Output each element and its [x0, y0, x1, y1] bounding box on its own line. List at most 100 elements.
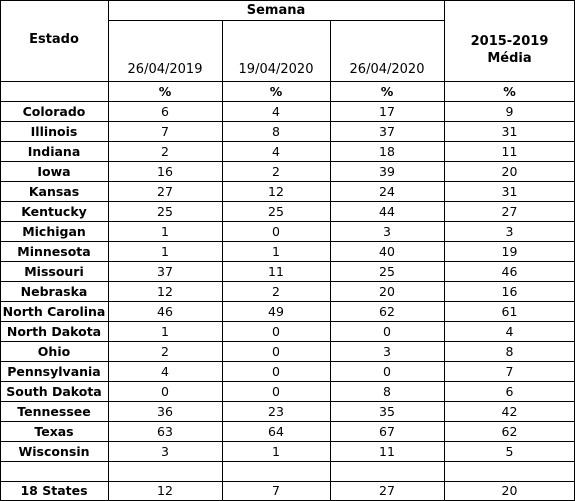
grid-line [0, 181, 575, 182]
state-name: Kentucky [21, 203, 87, 219]
table-cell-value: 8 [383, 383, 391, 399]
table-cell-value: 6 [161, 103, 169, 119]
table-cell-value: 17 [379, 103, 395, 119]
table-cell-value: 2 [161, 343, 169, 359]
state-name: North Carolina [2, 303, 106, 319]
table-cell-value: 12 [268, 183, 284, 199]
grid-line [0, 361, 575, 362]
grid-line [108, 0, 109, 501]
table-cell-value: 40 [379, 243, 395, 259]
grid-line [0, 441, 575, 442]
table-cell-value: 11 [501, 143, 518, 159]
table-cell-value: 25 [157, 203, 173, 219]
grid-line [0, 161, 575, 162]
table-cell-value: 3 [383, 223, 391, 239]
table-cell-value: 3 [383, 343, 391, 359]
state-name: Iowa [37, 163, 71, 179]
grid-line [330, 20, 331, 501]
table-cell-value: 7 [505, 363, 514, 379]
table-cell-value: 0 [272, 363, 280, 379]
date-column-header: 26/04/2020 [349, 62, 425, 77]
average-header-years: 2015-2019 [470, 34, 549, 49]
table-cell-value: 46 [157, 303, 173, 319]
grid-line [0, 121, 575, 122]
total-row-value: 12 [157, 483, 173, 498]
average-header-label: Média [487, 51, 532, 66]
state-name: Wisconsin [18, 443, 90, 459]
table-cell-value: 8 [272, 123, 280, 139]
table-cell-value: 4 [505, 323, 514, 339]
table-cell-value: 62 [379, 303, 395, 319]
grid-line [0, 141, 575, 142]
table-cell-value: 2 [272, 163, 280, 179]
table-cell-value: 27 [501, 203, 518, 219]
grid-line [0, 381, 575, 382]
state-name: South Dakota [6, 383, 102, 399]
state-name: Minnesota [17, 243, 91, 259]
grid-line [0, 321, 575, 322]
table-cell-value: 0 [272, 223, 280, 239]
state-name: Nebraska [20, 283, 88, 299]
table-cell-value: 0 [161, 383, 169, 399]
table-cell-value: 6 [505, 383, 514, 399]
table-cell-value: 49 [268, 303, 284, 319]
total-row-value: 7 [272, 483, 280, 498]
table-cell-value: 12 [157, 283, 173, 299]
average-column-header: 2015-2019 Média [444, 0, 575, 81]
state-name: North Dakota [6, 323, 102, 339]
grid-line [0, 201, 575, 202]
table-cell-value: 24 [379, 183, 395, 199]
grid-line [0, 301, 575, 302]
table-cell-value: 64 [268, 423, 284, 439]
state-name: Indiana [27, 143, 81, 159]
total-row-value: 20 [501, 483, 518, 498]
table-cell-value: 11 [268, 263, 284, 279]
grid-line [0, 241, 575, 242]
table-cell-value: 1 [272, 243, 280, 259]
table-cell-value: 18 [379, 143, 395, 159]
table-cell-value: 36 [157, 403, 173, 419]
state-name: Missouri [24, 263, 84, 279]
table-cell-value: 39 [379, 163, 395, 179]
grid-line [0, 101, 575, 102]
table-cell-value: 44 [379, 203, 395, 219]
grid-line [0, 481, 575, 482]
table-cell-value: 20 [501, 163, 518, 179]
unit-label: % [380, 83, 394, 99]
grid-line [108, 20, 444, 21]
table-cell-value: 16 [501, 283, 518, 299]
state-name: Texas [34, 423, 74, 439]
table-cell-value: 0 [272, 383, 280, 399]
grid-line [0, 0, 575, 1]
grid-line [444, 0, 445, 501]
table-cell-value: 1 [161, 243, 169, 259]
state-name: Tennessee [17, 403, 91, 419]
table-cell-value: 0 [383, 323, 391, 339]
grid-line [0, 401, 575, 402]
table-cell-value: 1 [161, 223, 169, 239]
state-name: Pennsylvania [7, 363, 101, 379]
grid-line [0, 421, 575, 422]
table-cell-value: 4 [272, 103, 280, 119]
table-cell-value: 7 [161, 123, 169, 139]
total-row-label: 18 States [20, 483, 88, 498]
table-cell-value: 46 [501, 263, 518, 279]
state-column-header: Estado [29, 32, 79, 47]
state-name: Michigan [22, 223, 86, 239]
table-cell-value: 67 [379, 423, 395, 439]
table-cell-value: 31 [501, 183, 518, 199]
grid-line [0, 81, 575, 82]
unit-label: % [503, 83, 516, 99]
table-cell-value: 19 [501, 243, 518, 259]
table-cell-value: 25 [379, 263, 395, 279]
table-cell-value: 0 [272, 343, 280, 359]
grid-line [222, 20, 223, 501]
total-row-value: 27 [379, 483, 395, 498]
grid-line [0, 261, 575, 262]
grid-line [0, 341, 575, 342]
table-cell-value: 61 [501, 303, 518, 319]
table-cell-value: 35 [379, 403, 395, 419]
table-cell-value: 0 [383, 363, 391, 379]
table-cell-value: 23 [268, 403, 284, 419]
